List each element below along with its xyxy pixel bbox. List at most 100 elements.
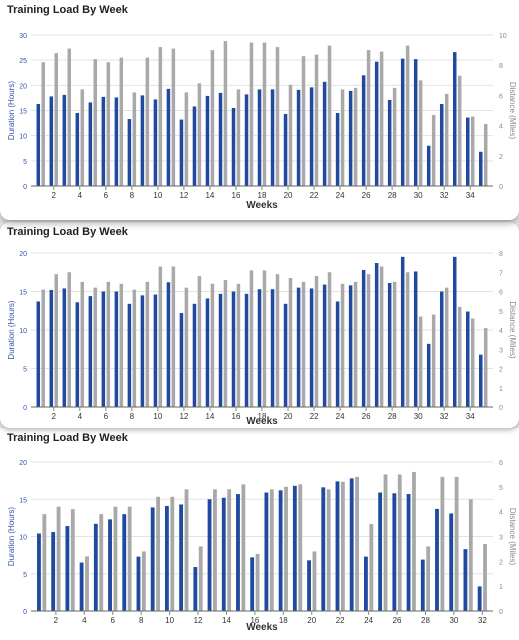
duration-bar [321,487,326,611]
distance-bar [41,289,45,407]
x-tick-label: 8 [139,616,144,625]
duration-bar [166,88,171,186]
duration-bar [322,81,327,186]
duration-bar [292,485,297,611]
x-tick-label: 26 [393,616,402,625]
x-tick-label: 22 [310,412,319,421]
distance-bar [269,489,274,611]
distance-bar [340,89,345,186]
x-tick-label: 16 [232,191,241,200]
y2-axis-title: Distance (Miles) [508,508,517,566]
duration-bar [449,513,454,611]
y2-tick-label: 6 [499,93,503,100]
duration-bar [349,478,354,611]
duration-bar [309,87,314,186]
y2-tick-label: 2 [499,559,503,566]
x-tick-label: 30 [449,616,458,625]
x-tick-label: 28 [421,616,430,625]
distance-bar [412,471,416,611]
distance-bar [468,499,473,611]
distance-bar [113,506,118,611]
x-tick-label: 4 [82,616,87,625]
duration-bar [378,492,383,611]
duration-bar [108,519,112,611]
y-tick-label: 10 [19,535,27,542]
distance-bar [392,281,397,408]
distance-bar [184,287,189,407]
distance-bar [213,489,217,611]
distance-bar [54,53,58,187]
y2-tick-label: 10 [499,33,507,40]
distance-bar [80,89,85,186]
duration-bar [435,508,439,611]
distance-bar [106,62,111,186]
duration-bar [75,113,80,186]
distance-bar [340,481,345,611]
chart-title: Training Load By Week [7,432,128,444]
duration-bar [231,107,236,186]
distance-bar [210,50,215,186]
distance-bar [158,266,163,407]
duration-bar [127,303,132,407]
distance-bar [440,476,445,611]
distance-bar [170,496,175,611]
distance-bar [41,62,45,186]
duration-bar [244,293,249,407]
duration-bar [192,106,197,186]
x-tick-label: 12 [179,191,188,200]
duration-bar [335,481,340,611]
distance-bar [145,281,150,408]
x-tick-label: 10 [153,191,162,200]
distance-bar [314,54,319,186]
distance-bar [249,42,254,186]
x-axis-title: Weeks [246,622,278,633]
y2-tick-label: 4 [499,328,503,335]
duration-bar [192,303,197,407]
duration-bar [221,497,226,611]
distance-bar [405,45,410,186]
duration-bar [335,113,340,186]
distance-bar [326,489,331,611]
duration-bar [79,562,84,611]
y2-tick-label: 0 [499,609,503,616]
x-tick-label: 14 [205,412,214,421]
distance-bar [431,314,436,407]
y2-tick-label: 5 [499,485,503,492]
distance-bar [284,486,288,611]
distance-bar [227,489,232,611]
distance-bar [223,41,228,186]
duration-bar [136,556,141,611]
distance-bar [119,57,124,187]
y2-axis-title: Distance (Miles) [508,301,517,359]
distance-bar [392,87,397,186]
x-tick-label: 24 [336,191,345,200]
duration-bar [335,301,340,407]
distance-bar [379,51,384,186]
distance-bar [327,45,332,186]
distance-bar [288,278,293,407]
duration-bar [75,302,80,407]
distance-bar [314,276,319,407]
duration-bar [166,282,171,407]
distance-bar [56,506,61,611]
x-tick-label: 10 [153,412,162,421]
duration-bar [49,96,54,186]
duration-bar [387,99,392,186]
duration-bar [179,119,184,186]
x-tick-label: 16 [250,616,259,625]
duration-bar [364,556,368,611]
distance-bar [444,287,449,407]
duration-bar [140,295,145,407]
y-tick-label: 25 [19,58,27,65]
distance-bar [470,116,475,186]
x-tick-label: 18 [258,191,267,200]
distance-bar [241,484,246,611]
y-tick-label: 0 [23,405,27,412]
duration-bar [88,296,93,407]
duration-bar [114,97,119,186]
distance-bar [184,489,189,611]
distance-bar [67,272,72,407]
distance-bar [54,274,58,407]
distance-bar [312,551,317,611]
